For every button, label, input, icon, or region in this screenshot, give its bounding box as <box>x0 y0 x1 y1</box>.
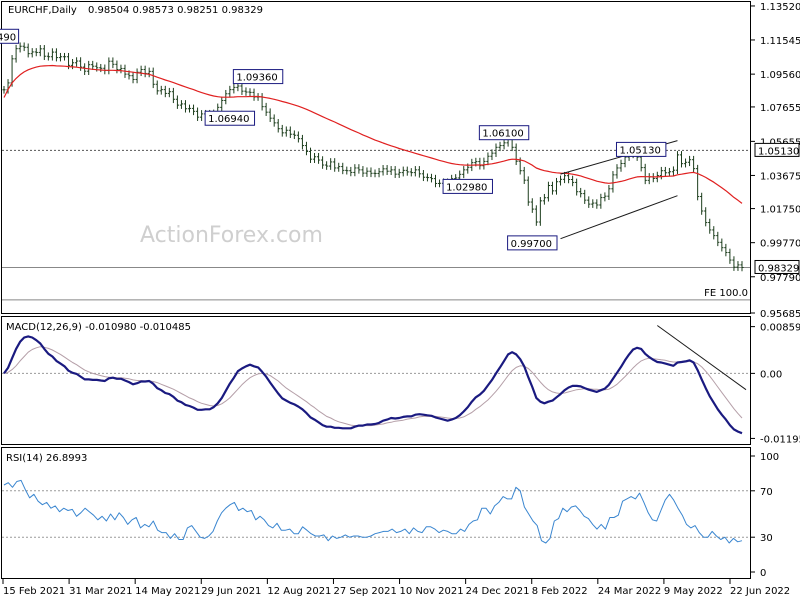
x-tick-label: 10 Nov 2021 <box>400 586 464 597</box>
x-tick-label: 9 May 2022 <box>664 586 723 597</box>
macd-tick-label: -0.011958 <box>760 434 800 445</box>
watermark: ActionForex.com <box>140 223 323 248</box>
x-tick-label: 8 Feb 2022 <box>532 586 588 597</box>
rsi-tick-label: 0 <box>760 568 766 579</box>
rsi-panel <box>1 447 751 579</box>
price-annotation-label: 1.05130 <box>619 145 660 156</box>
macd-layer <box>2 325 750 435</box>
price-tick-label: 1.13520 <box>760 2 800 13</box>
x-tick-label: 24 Dec 2021 <box>466 586 530 597</box>
ohlc-readout: 0.98504 0.98573 0.98251 0.98329 <box>88 5 263 16</box>
price-annotation-label: 490 <box>0 32 16 43</box>
price-annotation-label: 1.06100 <box>482 129 523 140</box>
macd-tick-label: 0.00 <box>760 369 782 380</box>
x-tick-label: 24 Mar 2022 <box>598 586 661 597</box>
x-tick-label: 12 Aug 2021 <box>267 586 331 597</box>
price-tick-label: 1.05655 <box>760 137 800 148</box>
x-tick-label: 22 Jun 2022 <box>730 586 790 597</box>
price-annotation-label: 1.06940 <box>208 114 249 125</box>
price-hline-tag <box>754 259 800 274</box>
macd-line <box>3 335 743 435</box>
rsi-tick-label: 70 <box>760 487 773 498</box>
price-annotation-box <box>0 28 20 44</box>
price-tick-label: 1.03675 <box>760 171 800 182</box>
price-hline-tag-label: 1.05130 <box>758 146 799 157</box>
price-tick-label: 1.01750 <box>760 205 800 216</box>
price-tick-label: 0.95685 <box>760 309 800 320</box>
price-annotation-label: 1.02980 <box>446 182 487 193</box>
price-annotation-box <box>232 69 284 85</box>
moving-average-line <box>3 64 743 204</box>
price-hline-tag-label: 0.98329 <box>758 263 799 274</box>
rsi-tick-label: 30 <box>760 533 773 544</box>
x-tick-label: 31 Mar 2021 <box>69 586 132 597</box>
rsi-layer <box>2 479 750 544</box>
channel-bottom-line <box>560 195 678 240</box>
price-annotation-label: 0.99700 <box>511 239 552 250</box>
price-tick-label: 1.09560 <box>760 70 800 81</box>
x-tick-label: 29 Jun 2021 <box>201 586 261 597</box>
price-annotation-box <box>442 178 493 194</box>
price-tick-label: 0.99770 <box>760 239 800 250</box>
price-tick-label: 1.11545 <box>760 36 800 47</box>
price-annotation-box <box>507 235 558 251</box>
price-annotation-box <box>615 141 667 157</box>
macd-label: MACD(12,26,9) -0.010980 -0.010485 <box>6 322 191 333</box>
x-tick-label: 15 Feb 2021 <box>3 586 65 597</box>
macd-trendline <box>657 325 747 391</box>
price-annotation-box <box>204 110 256 126</box>
fe-label: FE 100.0 <box>704 288 748 299</box>
x-tick-label: 27 Sep 2021 <box>333 586 396 597</box>
chart-title: EURCHF,Daily <box>8 5 77 16</box>
price-annotation-label: 1.09360 <box>236 73 277 84</box>
price-hline-tag <box>754 142 800 157</box>
rsi-tick-label: 100 <box>760 452 779 463</box>
price-annotation-box <box>478 125 530 141</box>
x-tick-label: 14 May 2021 <box>135 586 200 597</box>
price-layer: FE 100.0 490 1.09360 1.06940 1.06100 1.02980 1… <box>0 28 750 301</box>
rsi-label: RSI(14) 26.8993 <box>6 453 87 464</box>
macd-tick-label: 0.008599 <box>760 323 800 334</box>
price-tick-label: 1.07655 <box>760 103 800 114</box>
rsi-line <box>3 479 743 544</box>
price-tick-label: 0.97790 <box>760 273 800 284</box>
